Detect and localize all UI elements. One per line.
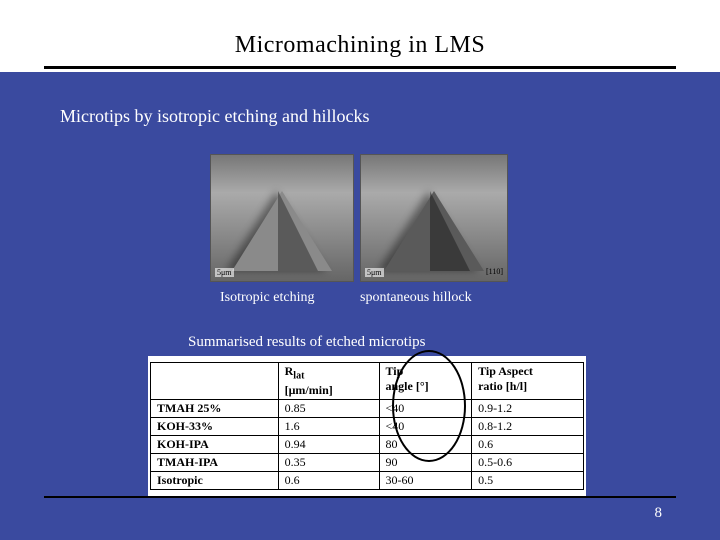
pyramid-shade [430,191,470,271]
header-unit: [μm/min] [285,383,333,397]
cell-angle: <40 [379,417,472,435]
table-row: KOH-IPA 0.94 80 0.6 [151,435,584,453]
table-body: TMAH 25% 0.85 <40 0.9-1.2 KOH-33% 1.6 <4… [151,399,584,489]
cell-angle: 30-60 [379,471,472,489]
sem-image-hillock: 5μm {111} [110] [110] [360,154,508,282]
page-number: 8 [655,505,663,522]
row-label: TMAH-IPA [151,453,279,471]
table-header-row: Rlat [μm/min] Tip angle [°] Tip Aspect r… [151,363,584,400]
cell-aspect: 0.6 [472,435,584,453]
header-text: Tip [386,364,404,378]
title-underline [44,66,676,69]
header-text: R [285,364,294,378]
col-header-rlat: Rlat [μm/min] [278,363,379,400]
results-table: Rlat [μm/min] Tip angle [°] Tip Aspect r… [150,362,584,490]
scale-bar-right: 5μm [365,268,384,277]
crystal-annot-110b: [110] [486,267,503,276]
table-row: TMAH 25% 0.85 <40 0.9-1.2 [151,399,584,417]
cell-angle: 90 [379,453,472,471]
header-text: Tip Aspect [478,364,533,378]
cell-aspect: 0.5 [472,471,584,489]
table-row: Isotropic 0.6 30-60 0.5 [151,471,584,489]
cell-aspect: 0.8-1.2 [472,417,584,435]
col-header-blank [151,363,279,400]
row-label: KOH-IPA [151,435,279,453]
col-header-angle: Tip angle [°] [379,363,472,400]
caption-hillock: spontaneous hillock [360,290,472,306]
cell-rlat: 0.6 [278,471,379,489]
header-unit: ratio [h/l] [478,379,527,393]
pyramid-shade [278,191,318,271]
caption-isotropic: Isotropic etching [220,290,314,306]
row-label: KOH-33% [151,417,279,435]
table-row: TMAH-IPA 0.35 90 0.5-0.6 [151,453,584,471]
row-label: TMAH 25% [151,399,279,417]
footer-rule [44,496,676,498]
table-title: Summarised results of etched microtips [188,334,425,351]
header-sub: lat [293,370,304,381]
section-subtitle: Microtips by isotropic etching and hillo… [60,106,369,127]
page-title: Micromachining in LMS [0,32,720,59]
col-header-aspect: Tip Aspect ratio [h/l] [472,363,584,400]
cell-angle: 80 [379,435,472,453]
results-table-wrap: Rlat [μm/min] Tip angle [°] Tip Aspect r… [148,356,586,496]
cell-aspect: 0.5-0.6 [472,453,584,471]
row-label: Isotropic [151,471,279,489]
cell-rlat: 1.6 [278,417,379,435]
sem-image-row: 5μm 5μm {111} [110] [110] [210,154,510,282]
cell-rlat: 0.35 [278,453,379,471]
sem-image-isotropic: 5μm [210,154,354,282]
cell-rlat: 0.94 [278,435,379,453]
table-row: KOH-33% 1.6 <40 0.8-1.2 [151,417,584,435]
header-unit: angle [°] [386,379,429,393]
cell-angle: <40 [379,399,472,417]
scale-bar-left: 5μm [215,268,234,277]
cell-aspect: 0.9-1.2 [472,399,584,417]
cell-rlat: 0.85 [278,399,379,417]
